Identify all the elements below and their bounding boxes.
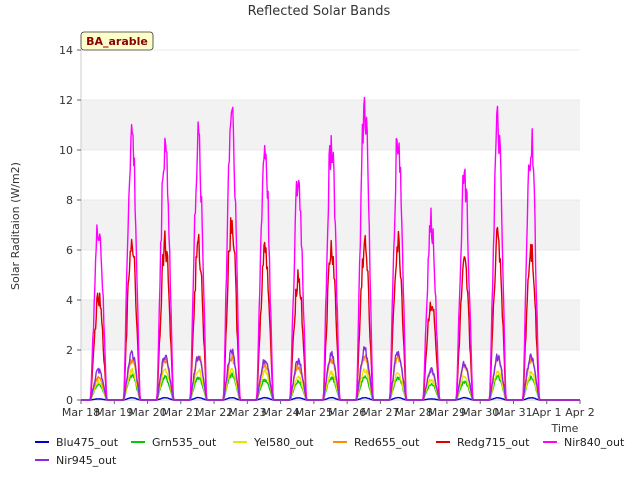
x-tick-label: Mar 23 [228,406,266,419]
series-line-nir840_out [81,96,580,401]
series-layer [81,96,580,401]
y-axis: 0 2 4 6 8 10 12 14 [59,44,81,407]
x-tick-label: Mar 20 [128,406,166,419]
series-line-nir945_out [81,346,580,401]
x-tick-label: Mar 21 [162,406,200,419]
series-line-redg715_out [81,217,580,401]
x-tick-label: Apr 2 [565,406,595,419]
x-tick-label: Mar 18 [62,406,100,419]
x-tick-label: Mar 30 [461,406,499,419]
legend-label: Yel580_out [253,436,314,449]
series-line-grn535_out [81,372,580,401]
x-axis-label: Time [551,422,579,435]
x-tick-label: Mar 29 [428,406,466,419]
x-tick-label: Mar 27 [361,406,399,419]
x-tick-label: Mar 25 [295,406,333,419]
y-tick-label: 0 [66,394,73,407]
x-tick-label: Apr 1 [532,406,562,419]
grid-band [81,300,580,350]
legend-label: Grn535_out [152,436,217,449]
legend-label: Nir945_out [56,454,117,467]
legend-label: Nir840_out [564,436,625,449]
site-label-box: BA_arable [80,31,154,51]
legend-label: Red655_out [354,436,420,449]
y-tick-label: 12 [59,94,73,107]
y-tick-label: 10 [59,144,73,157]
series-line-yel580_out [81,367,580,401]
x-tick-label: Mar 19 [95,406,133,419]
x-tick-label: Mar 31 [494,406,532,419]
legend-label: Redg715_out [457,436,530,449]
x-tick-label: Mar 28 [395,406,433,419]
legend: Blu475_out Grn535_out Yel580_out Red655_out… [35,436,625,467]
y-tick-label: 2 [66,344,73,357]
site-label: BA_arable [86,35,148,48]
x-tick-label: Mar 26 [328,406,366,419]
x-tick-label: Mar 22 [195,406,233,419]
chart-title: Reflected Solar Bands [248,4,391,19]
x-tick-label: Mar 24 [261,406,299,419]
y-tick-label: 14 [59,44,73,57]
y-tick-label: 6 [66,244,73,257]
y-tick-label: 8 [66,194,73,207]
y-axis-label: Solar Raditaion (W/m2) [9,162,22,290]
y-tick-label: 4 [66,294,73,307]
legend-label: Blu475_out [56,436,119,449]
series-line-blu475_out [81,396,580,401]
